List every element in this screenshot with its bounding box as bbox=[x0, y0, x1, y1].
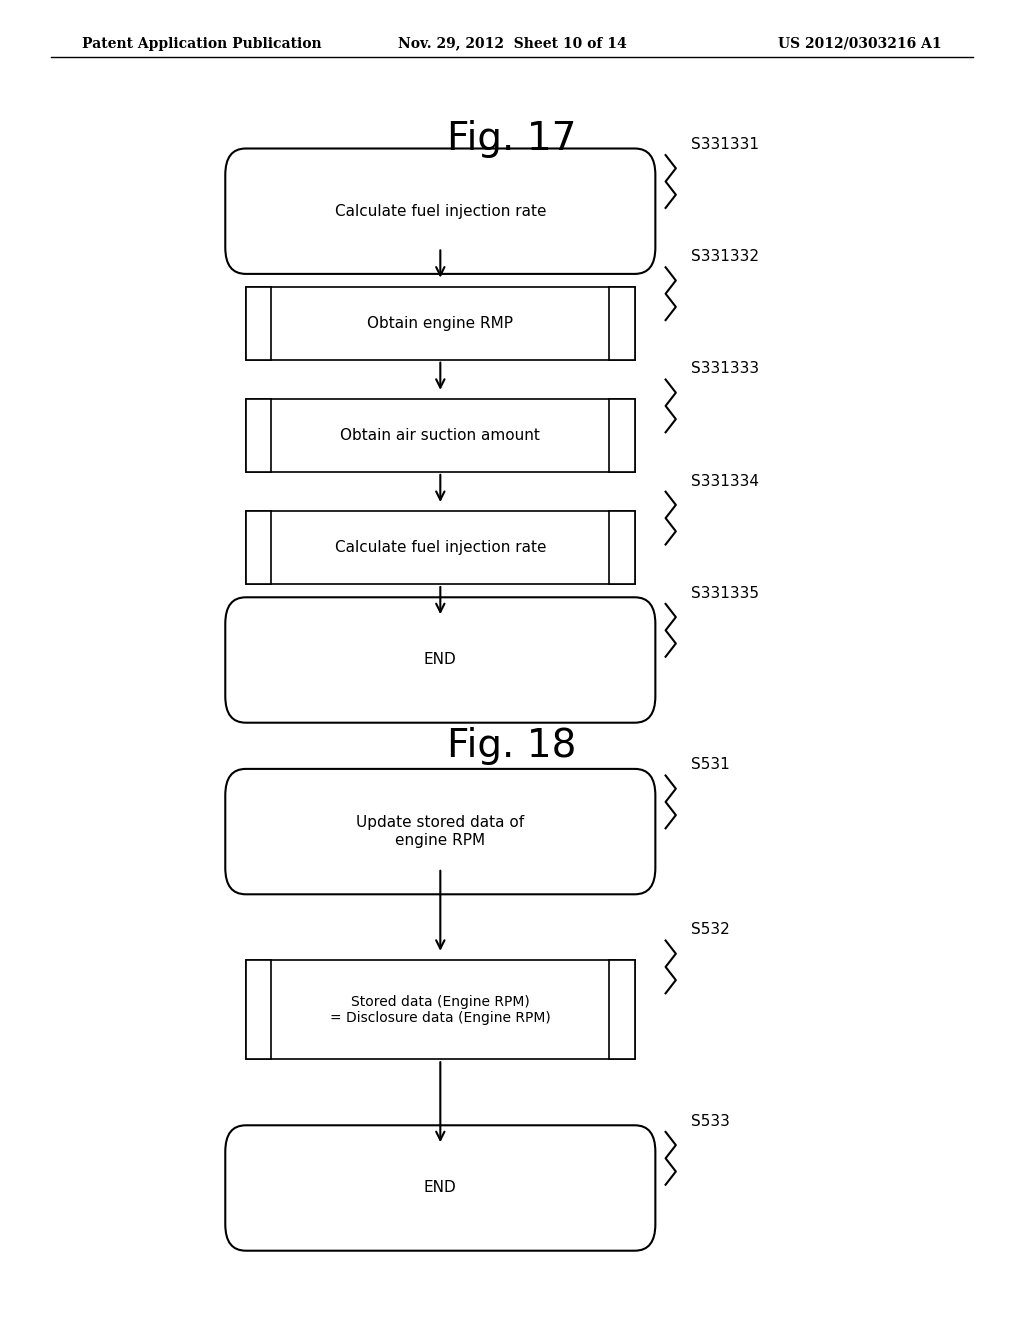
Bar bbox=[246, 400, 635, 473]
Text: END: END bbox=[424, 652, 457, 668]
Text: S331333: S331333 bbox=[691, 362, 760, 376]
Bar bbox=[246, 961, 271, 1059]
FancyBboxPatch shape bbox=[225, 1125, 655, 1251]
Text: Update stored data of
engine RPM: Update stored data of engine RPM bbox=[356, 816, 524, 847]
Bar bbox=[609, 511, 635, 583]
Text: Obtain engine RMP: Obtain engine RMP bbox=[368, 315, 513, 331]
Text: Stored data (Engine RPM)
= Disclosure data (Engine RPM): Stored data (Engine RPM) = Disclosure da… bbox=[330, 995, 551, 1024]
Bar bbox=[246, 511, 635, 583]
FancyBboxPatch shape bbox=[225, 149, 655, 275]
Text: Patent Application Publication: Patent Application Publication bbox=[82, 37, 322, 50]
Text: S533: S533 bbox=[691, 1114, 730, 1129]
Bar bbox=[609, 400, 635, 473]
Text: S331332: S331332 bbox=[691, 249, 759, 264]
Text: Obtain air suction amount: Obtain air suction amount bbox=[340, 428, 541, 444]
Text: S531: S531 bbox=[691, 758, 730, 772]
FancyBboxPatch shape bbox=[225, 597, 655, 723]
Bar bbox=[246, 286, 635, 359]
Text: Calculate fuel injection rate: Calculate fuel injection rate bbox=[335, 540, 546, 556]
Text: US 2012/0303216 A1: US 2012/0303216 A1 bbox=[778, 37, 942, 50]
Bar bbox=[609, 286, 635, 359]
Text: Calculate fuel injection rate: Calculate fuel injection rate bbox=[335, 203, 546, 219]
Text: S331334: S331334 bbox=[691, 474, 759, 488]
Text: Fig. 18: Fig. 18 bbox=[447, 727, 577, 764]
Text: S532: S532 bbox=[691, 923, 730, 937]
Text: S331335: S331335 bbox=[691, 586, 759, 601]
Bar bbox=[246, 961, 635, 1059]
Bar bbox=[246, 286, 271, 359]
Text: Fig. 17: Fig. 17 bbox=[447, 120, 577, 157]
Text: S331331: S331331 bbox=[691, 137, 759, 152]
Bar bbox=[246, 511, 271, 583]
Bar bbox=[246, 400, 271, 473]
Text: Nov. 29, 2012  Sheet 10 of 14: Nov. 29, 2012 Sheet 10 of 14 bbox=[397, 37, 627, 50]
FancyBboxPatch shape bbox=[225, 768, 655, 895]
Bar bbox=[609, 961, 635, 1059]
Text: END: END bbox=[424, 1180, 457, 1196]
